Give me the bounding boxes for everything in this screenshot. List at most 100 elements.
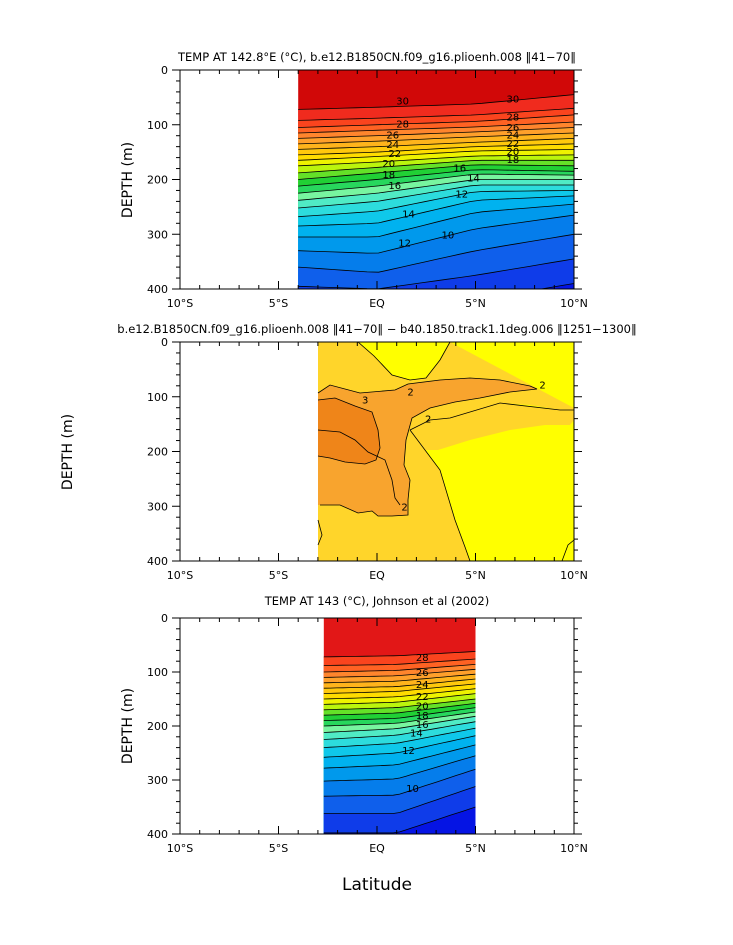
temperature-contour-line: [323, 721, 476, 740]
contour-label: 26: [416, 668, 429, 679]
temperature-contour-line: [323, 683, 476, 694]
x-tick-label: EQ: [369, 569, 385, 582]
temperature-contour-line: [298, 143, 574, 156]
contour-label: 2: [401, 502, 407, 513]
temperature-band: [298, 258, 574, 289]
y-tick-label: 400: [147, 283, 168, 296]
contour-label: 22: [507, 139, 520, 150]
contour-label: 16: [416, 720, 429, 731]
temperature-contour-line: [323, 768, 476, 797]
temperature-contour-line: [323, 678, 476, 689]
contour-label: 20: [382, 159, 395, 170]
temperature-contour-line: [298, 190, 574, 218]
y-tick-label: 0: [161, 336, 168, 349]
y-tick-label: 300: [147, 228, 168, 241]
panel-1-y-axis-label: DEPTH (m): [120, 142, 136, 218]
contour-label: 24: [507, 131, 520, 142]
panel-2-contour-line: [317, 519, 323, 546]
temperature-contour-line: [298, 132, 574, 145]
temperature-contour-line: [298, 138, 574, 150]
temperature-contour-line: [298, 154, 574, 167]
temperature-contour-line: [323, 698, 476, 711]
panel-3: TEMP AT 143 (°C), Johnson et al (2002) 2…: [120, 594, 588, 895]
panel-2-contour-lines: [317, 342, 574, 561]
temperature-contour-line: [323, 702, 476, 716]
panel-2-region-level-0: [358, 342, 450, 380]
x-tick-label: 10°S: [167, 297, 193, 310]
temperature-contour-line: [323, 707, 476, 721]
temperature-contour-line: [323, 727, 476, 748]
panel-2-contour-line: [317, 397, 381, 465]
temperature-contour-line: [298, 184, 574, 209]
contour-label: 2: [425, 415, 431, 426]
y-tick-label: 200: [147, 446, 168, 459]
panel-2-contour-line: [320, 388, 538, 517]
temperature-band: [323, 807, 476, 834]
panel-1-title: TEMP AT 142.8°E (°C), b.e12.B1850CN.f09_…: [177, 50, 576, 64]
contour-label: 24: [416, 680, 429, 691]
y-tick-label: 200: [147, 174, 168, 187]
contour-label: 28: [507, 113, 520, 124]
temperature-contour-line: [323, 735, 476, 758]
contour-label: 14: [410, 729, 423, 740]
x-tick-label: 10°N: [560, 297, 588, 310]
panel-3-axes: 10°S 5°S EQ 5°N 10°N 0 100 200 300 400: [147, 612, 588, 855]
panel-2-region-level-2: [318, 378, 537, 516]
panel-2-contour-line: [317, 377, 538, 394]
panel-1-contour-labels: 30 30282826262424222220201818161614141212…: [382, 95, 519, 250]
temperature-contour-line: [298, 159, 574, 174]
x-tick-label: 10°S: [167, 569, 193, 582]
x-tick-label: 5°S: [269, 569, 288, 582]
temperature-contour-line: [298, 233, 574, 273]
x-tick-label: 5°N: [465, 297, 486, 310]
panel-2-contour-line: [409, 402, 574, 431]
contour-label: 10: [442, 230, 455, 241]
contour-label: 14: [467, 173, 480, 184]
temperature-contour-line: [323, 668, 476, 678]
x-tick-label: 5°S: [269, 842, 288, 855]
x-tick-label: 10°N: [560, 842, 588, 855]
panel-2-plot-area: [318, 342, 574, 561]
y-tick-label: 100: [147, 391, 168, 404]
panel-3-title: TEMP AT 143 (°C), Johnson et al (2002): [264, 594, 489, 608]
panel-3-contour-lines: [323, 651, 476, 834]
contour-label: 28: [416, 653, 429, 664]
y-tick-label: 100: [147, 666, 168, 679]
temperature-contour-line: [298, 114, 574, 128]
contour-label: 12: [398, 239, 411, 250]
y-tick-label: 100: [147, 119, 168, 132]
panel-2-contour-line: [561, 539, 574, 561]
temperature-contour-line: [298, 258, 574, 289]
temperature-contour-line: [298, 173, 574, 194]
contour-label: 10: [406, 784, 419, 795]
contour-label: 22: [416, 692, 429, 703]
temperature-contour-line: [298, 169, 574, 187]
contour-label: 12: [402, 746, 415, 757]
panel-2-region-level-3: [318, 398, 380, 464]
panel-2-contour-line: [409, 429, 471, 561]
panel-2-contour-labels: 2 2 2 3 2: [362, 381, 546, 514]
temperature-contour-line: [323, 658, 476, 666]
temperature-contour-line: [298, 214, 574, 254]
temperature-contour-line: [323, 664, 476, 673]
panel-3-y-axis-label: DEPTH (m): [120, 688, 136, 764]
y-tick-label: 200: [147, 720, 168, 733]
temperature-contour-line: [323, 806, 476, 834]
x-tick-label: EQ: [369, 297, 385, 310]
temperature-contour-line: [323, 693, 476, 705]
y-tick-label: 300: [147, 774, 168, 787]
panel-2: b.e12.B1850CN.f09_g16.plioenh.008 ‖41−70…: [60, 322, 637, 582]
contour-label: 22: [388, 149, 401, 160]
temperature-contour-line: [298, 195, 574, 227]
contour-label: 12: [455, 190, 468, 201]
temperature-contour-line: [323, 715, 476, 733]
contour-label: 18: [382, 170, 395, 181]
temperature-contour-line: [298, 149, 574, 161]
panel-2-contour-line: [357, 342, 451, 381]
panel-2-contour-line: [317, 429, 401, 506]
y-tick-label: 400: [147, 555, 168, 568]
panel-1: TEMP AT 142.8°E (°C), b.e12.B1850CN.f09_…: [120, 50, 588, 310]
temperature-contour-line: [323, 744, 476, 769]
y-tick-label: 300: [147, 500, 168, 513]
